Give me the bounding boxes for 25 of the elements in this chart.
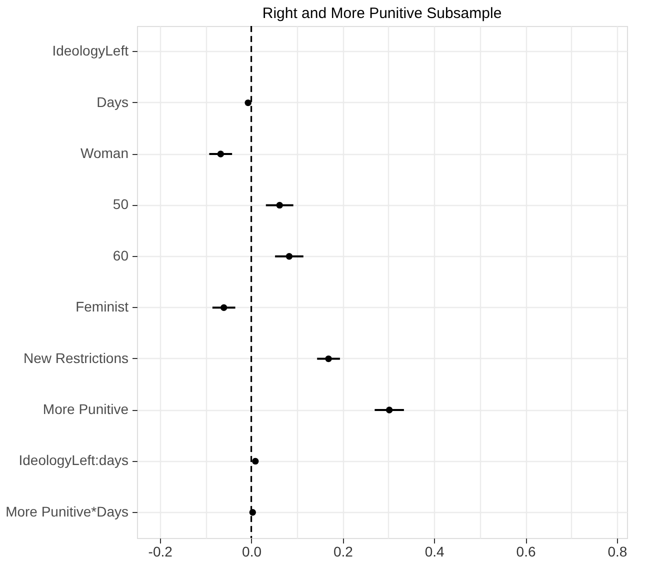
y-tick-label: 50 xyxy=(112,196,129,212)
point xyxy=(244,99,252,106)
x-tick-label: 0.2 xyxy=(333,544,354,560)
y-tick-label: More Punitive*Days xyxy=(6,503,128,520)
y-tick-label: 60 xyxy=(112,247,129,264)
y-tick-label: More Punitive xyxy=(42,401,129,417)
x-tick-label: 0.8 xyxy=(608,544,628,560)
y-tick-label: Woman xyxy=(80,145,128,161)
y-tick-label: Feminist xyxy=(76,298,129,315)
y-tick-label: IdeologyLeft:days xyxy=(18,452,128,468)
point xyxy=(325,355,332,362)
point xyxy=(286,253,293,260)
x-tick-label: 0.6 xyxy=(516,544,536,560)
y-tick-label: Days xyxy=(96,94,128,110)
x-tick-label: -0.2 xyxy=(148,544,173,560)
point xyxy=(276,202,283,209)
x-tick-label: 0.4 xyxy=(424,544,445,560)
point xyxy=(217,150,224,158)
point xyxy=(386,406,393,414)
point xyxy=(220,304,228,311)
point xyxy=(252,458,259,465)
y-tick-label: New Restrictions xyxy=(23,350,128,366)
chart-title: Right and More Punitive Subsample xyxy=(262,5,502,22)
y-tick-label: IdeologyLeft xyxy=(52,42,129,59)
x-tick-label: 0.0 xyxy=(242,544,262,560)
